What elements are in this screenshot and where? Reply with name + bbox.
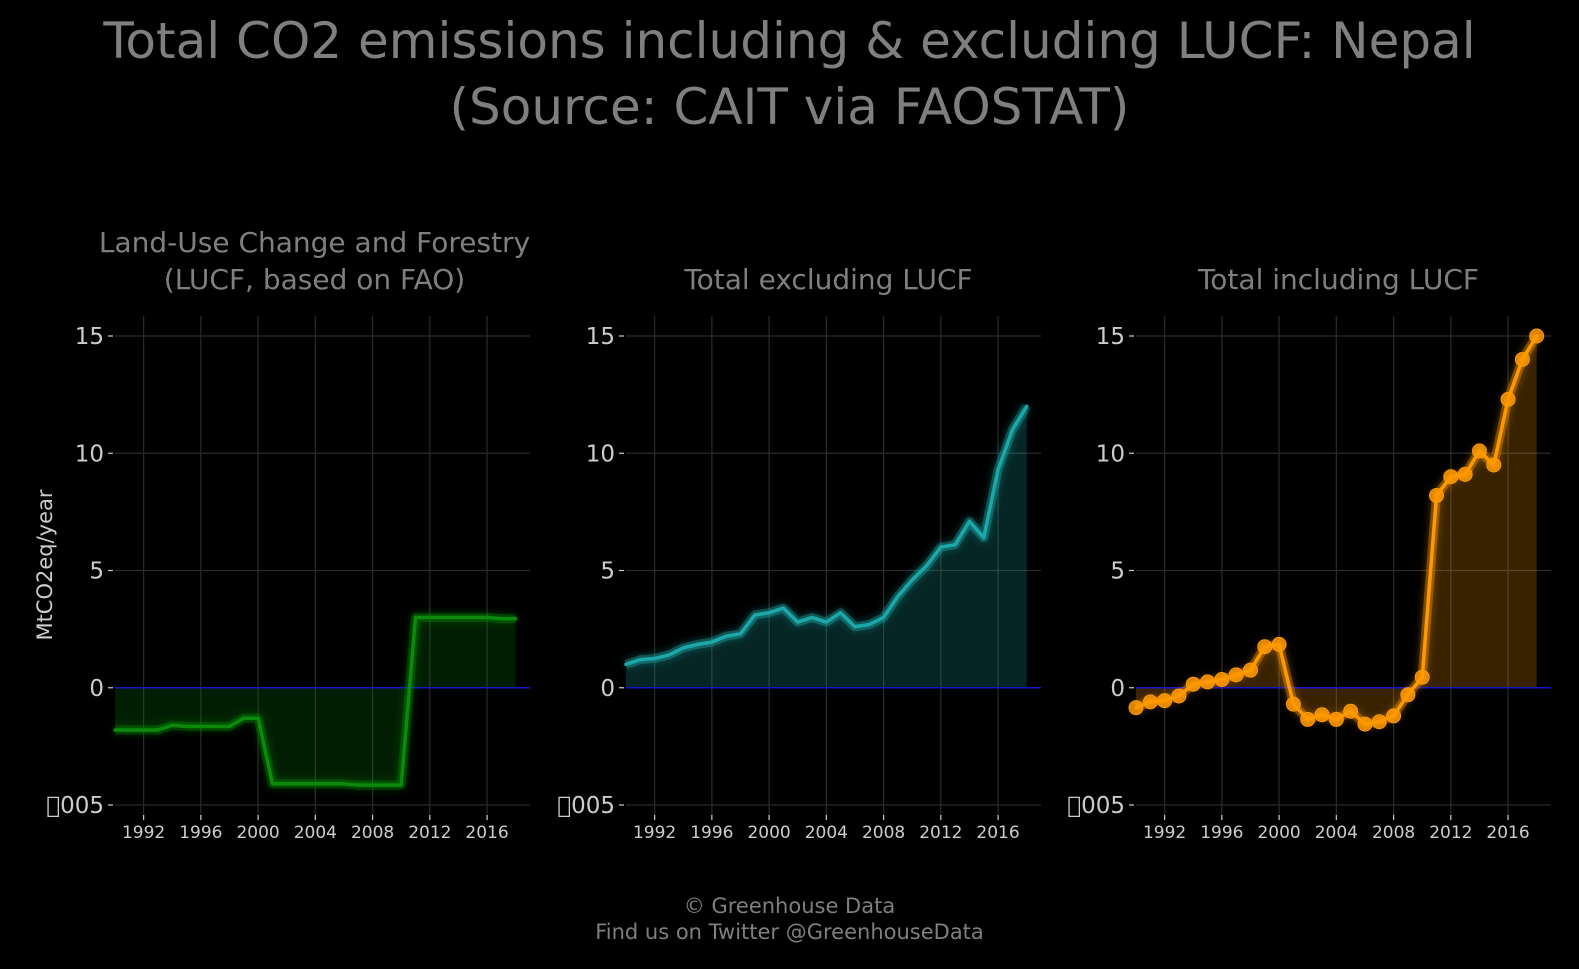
chart-panel-3: Total including LUCF  005 0 5 10 15 1992 1996 20… (1067, 263, 1551, 843)
series-area-fill (626, 406, 1027, 688)
data-point (1300, 711, 1316, 727)
series-line (624, 404, 1029, 667)
caption-twitter: Find us on Twitter @GreenhouseData (595, 920, 984, 944)
data-point (1171, 688, 1187, 704)
x-tick-label: 2008 (862, 823, 905, 843)
y-tick-label: 15 (75, 324, 104, 350)
data-point (1328, 711, 1344, 727)
y-tick-label:  005 (1067, 793, 1125, 819)
x-tick-label: 1996 (690, 823, 733, 843)
data-point (1200, 674, 1216, 690)
data-point (1486, 457, 1502, 473)
x-tick-label: 2000 (747, 823, 790, 843)
data-point (1157, 693, 1173, 709)
x-tick-label: 2004 (294, 823, 337, 843)
x-tick-label: 2016 (1486, 823, 1529, 843)
y-tick-label:  005 (557, 793, 615, 819)
y-tick-label: 10 (1096, 441, 1125, 467)
y-tick-label: 0 (89, 676, 104, 702)
y-tick-label: 15 (1096, 324, 1125, 350)
data-point (1400, 687, 1416, 703)
y-tick-label: 15 (586, 324, 615, 350)
data-point (1214, 672, 1230, 688)
x-tick-label: 1992 (1143, 823, 1186, 843)
x-tick-label: 2004 (1315, 823, 1358, 843)
panel-title-line: Total excluding LUCF (683, 263, 972, 296)
y-axis-label: MtCO2eq/year (33, 489, 57, 640)
data-point (1228, 667, 1244, 683)
x-tick-label: 2004 (805, 823, 848, 843)
data-point (1386, 708, 1402, 724)
x-tick-label: 1992 (122, 823, 165, 843)
chart-caption: © Greenhouse Data Find us on Twitter @Gr… (0, 893, 1579, 945)
data-point (1285, 696, 1301, 712)
x-tick-label: 2000 (1257, 823, 1300, 843)
x-tick-label: 2016 (976, 823, 1019, 843)
data-point (1257, 639, 1273, 655)
data-point (1471, 443, 1487, 459)
y-tick-label: 0 (600, 676, 615, 702)
x-tick-label: 1996 (179, 823, 222, 843)
data-point (1529, 328, 1545, 344)
y-tick-label: 5 (1110, 559, 1125, 585)
panel-title-line: (LUCF, based on FAO) (164, 263, 465, 296)
data-point (1414, 669, 1430, 685)
y-tick-label: 10 (586, 441, 615, 467)
chart-main-title: Total CO2 emissions including & excludin… (103, 12, 1476, 136)
data-point (1371, 714, 1387, 730)
x-tick-label: 2012 (919, 823, 962, 843)
panel-title-line: Total including LUCF (1197, 263, 1479, 296)
data-point (1357, 716, 1373, 732)
x-tick-label: 2012 (408, 823, 451, 843)
data-point (1514, 351, 1530, 367)
chart-panel-1: Land-Use Change and Forestry (LUCF, based… (46, 226, 530, 843)
data-point (1128, 700, 1144, 716)
y-tick-label: 10 (75, 441, 104, 467)
chart-panel-2: Total excluding LUCF  005 0 5 10 15 1992 1996 20… (557, 263, 1041, 843)
y-tick-label:  005 (46, 793, 104, 819)
data-point (1314, 707, 1330, 723)
data-point (1242, 662, 1258, 678)
y-tick-label: 5 (600, 559, 615, 585)
data-point (1142, 694, 1158, 710)
series-line (113, 615, 518, 787)
data-point (1271, 636, 1287, 652)
panel-title-line: Land-Use Change and Forestry (99, 226, 530, 259)
x-tick-label: 1992 (633, 823, 676, 843)
x-tick-label: 2016 (465, 823, 508, 843)
y-tick-label: 5 (89, 559, 104, 585)
data-point (1343, 703, 1359, 719)
x-tick-label: 2012 (1429, 823, 1472, 843)
data-point (1443, 469, 1459, 485)
data-point (1457, 466, 1473, 482)
x-tick-label: 2008 (351, 823, 394, 843)
caption-copyright: © Greenhouse Data (683, 894, 896, 918)
x-tick-label: 1996 (1200, 823, 1243, 843)
data-point (1429, 487, 1445, 503)
x-tick-label: 2008 (1372, 823, 1415, 843)
series-area-fill (1136, 336, 1537, 725)
chart-panels: Land-Use Change and Forestry (LUCF, based… (46, 226, 1551, 843)
x-tick-label: 2000 (236, 823, 279, 843)
data-point (1500, 391, 1516, 407)
y-tick-label: 0 (1110, 676, 1125, 702)
data-point (1185, 676, 1201, 692)
